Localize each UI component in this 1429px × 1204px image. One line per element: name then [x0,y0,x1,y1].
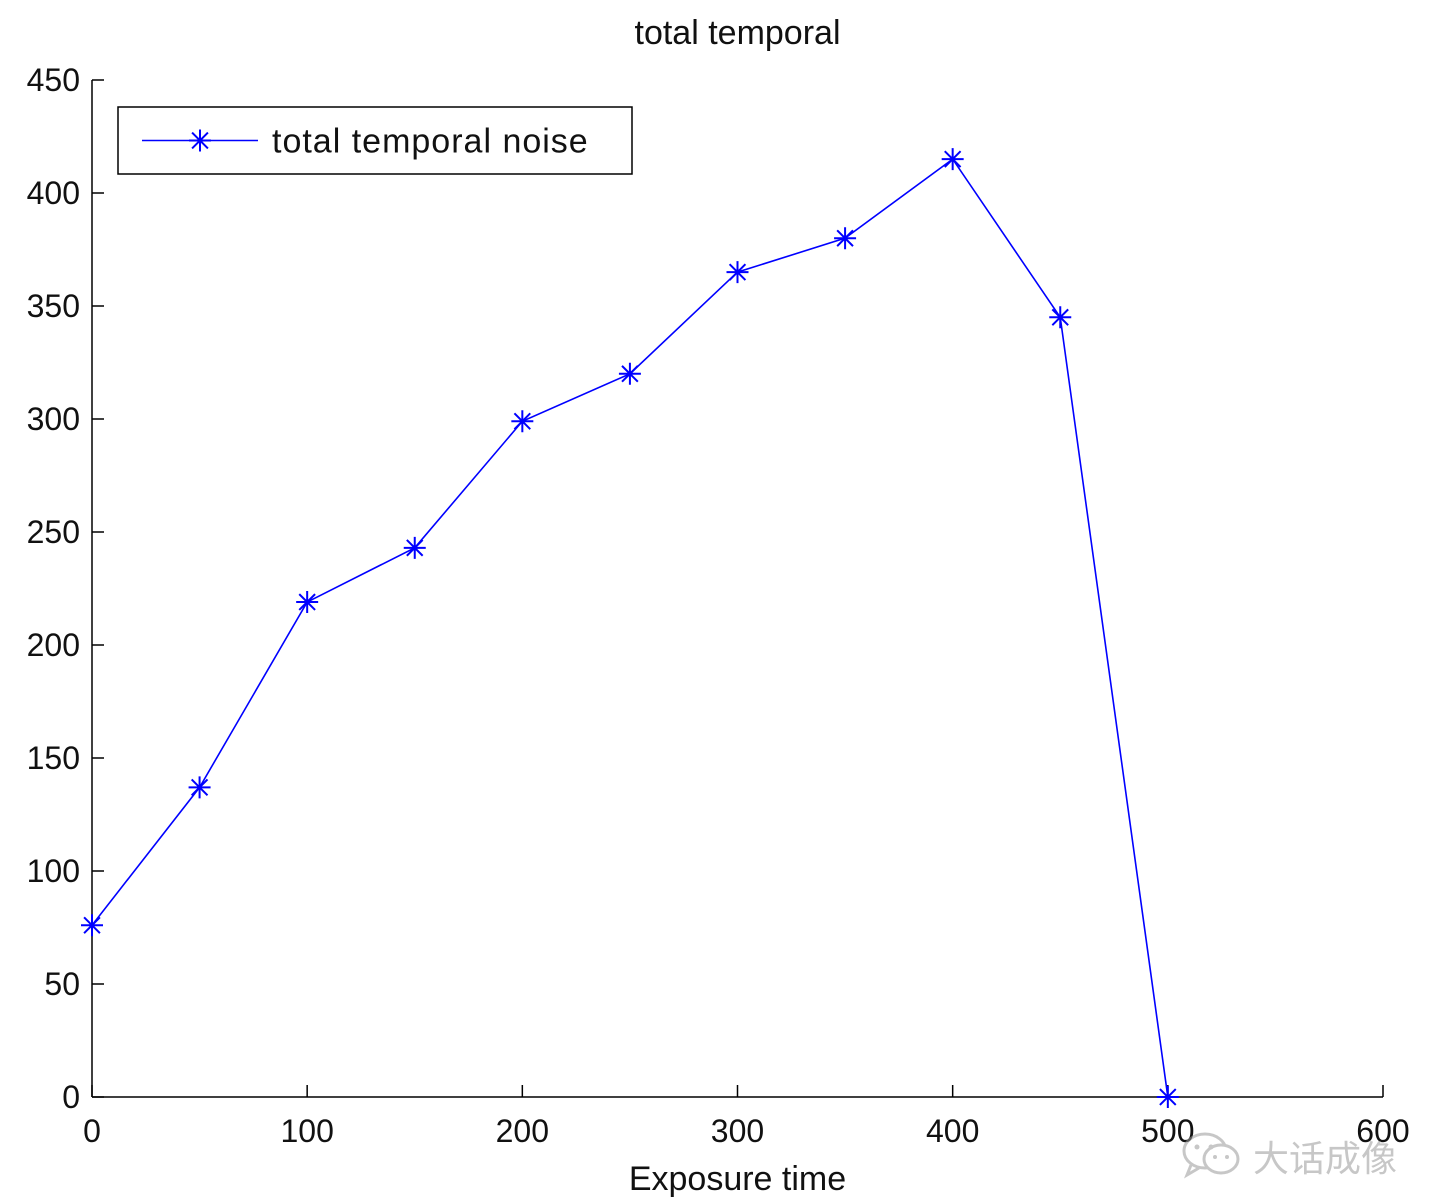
x-axis-label: Exposure time [629,1160,846,1198]
y-tick-label: 400 [27,175,80,211]
data-point [941,148,964,171]
marker-strokes [403,536,426,559]
marker-strokes [1156,1086,1179,1108]
legend-label: total temporal noise [272,123,589,161]
x-tick-label: 300 [711,1113,764,1149]
data-point [188,776,211,799]
wechat-icon [1181,1129,1243,1184]
watermark: 大话成像 [1181,1130,1397,1182]
data-point [1049,306,1072,329]
watermark-text: 大话成像 [1252,1139,1397,1180]
data-point [618,362,641,385]
x-tick-label: 100 [280,1113,333,1149]
y-tick-label: 250 [27,514,80,550]
x-tick-label: 600 [1356,1113,1409,1149]
y-tick-label: 100 [27,853,80,889]
marker-strokes [941,148,964,171]
marker-strokes [726,261,749,284]
y-tick-label: 300 [27,401,80,437]
series-layer [81,148,1179,1108]
x-tick-label: 200 [496,1113,549,1149]
data-point [403,536,426,559]
marker-strokes [1049,306,1072,329]
x-tick-labels: 0 100 200 300 400 500 600 [83,1113,1410,1149]
marker-strokes [81,914,103,937]
data-point [296,591,319,614]
y-tick-label: 200 [27,627,80,663]
marker-strokes [618,362,641,385]
chart-title: total temporal [635,14,841,52]
data-point [726,261,749,284]
y-tick-label: 50 [44,966,80,1002]
marker-strokes [511,410,534,433]
marker-strokes [834,227,857,250]
data-point [81,914,103,937]
series-line [91,157,1169,1098]
axes [91,79,1384,1098]
data-point [1156,1086,1179,1108]
x-tick-label: 400 [926,1113,979,1149]
y-tick-label: 450 [27,62,80,98]
y-tick-label: 0 [62,1079,80,1115]
x-tick-label: 0 [83,1113,101,1149]
legend-marker [189,129,211,152]
y-tick-label: 150 [27,740,80,776]
marker-strokes [188,776,211,799]
y-tick-label: 350 [27,288,80,324]
y-tick-labels: 0 50 100 150 200 250 300 350 400 450 [27,62,80,1115]
data-point [511,410,534,433]
marker-strokes [296,591,319,614]
data-point [834,227,857,250]
marker-strokes [189,129,211,152]
legend: total temporal noise [117,106,633,175]
